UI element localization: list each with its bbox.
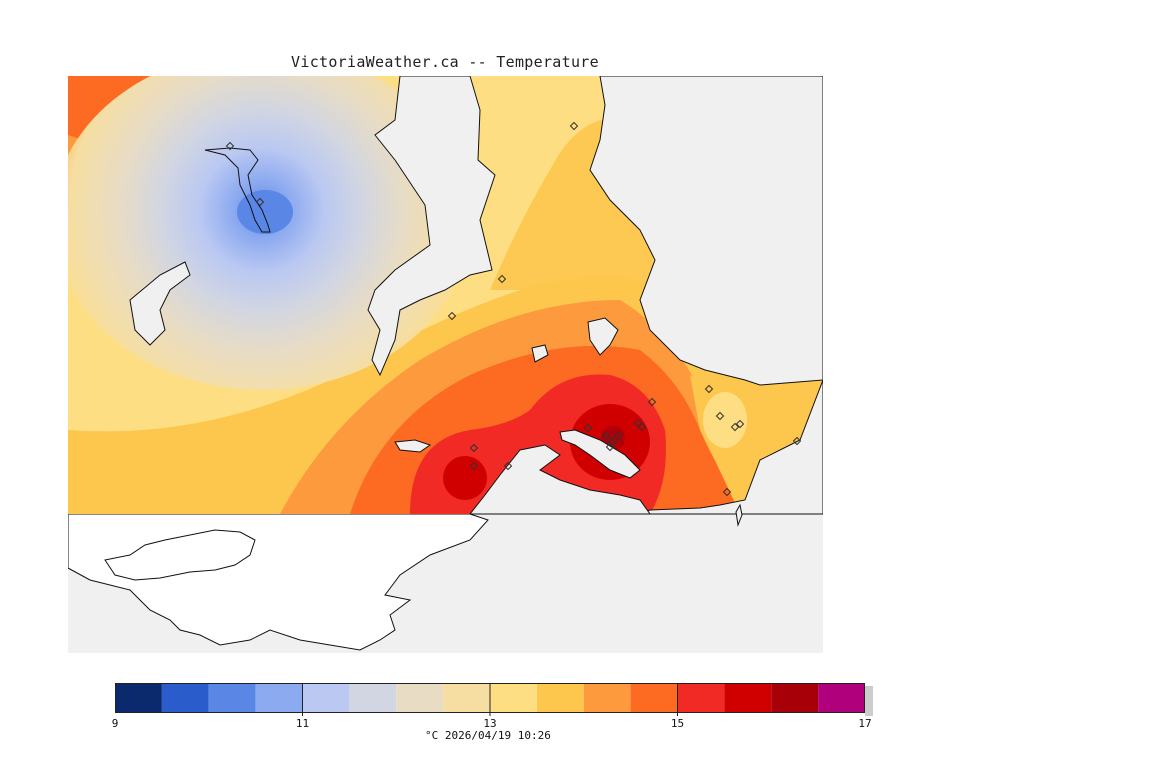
temperature-legend (115, 683, 873, 716)
legend-swatch (302, 683, 350, 713)
legend-caption: °C 2026/04/19 10:26 (425, 729, 551, 742)
station-marker[interactable] (583, 423, 593, 433)
station-marker[interactable] (569, 121, 579, 131)
legend-tick-label: 9 (111, 717, 119, 730)
station-marker[interactable] (633, 418, 643, 428)
legend-swatch (818, 683, 866, 713)
station-marker[interactable] (497, 274, 507, 284)
legend-swatch (396, 683, 444, 713)
legend-tick-label: 17 (858, 717, 872, 730)
legend-tick-label: 13 (483, 717, 497, 730)
station-marker[interactable] (792, 436, 802, 446)
legend-swatch (536, 683, 584, 713)
station-marker[interactable] (447, 311, 457, 321)
legend-swatch (724, 683, 772, 713)
legend-tick-label: 15 (670, 717, 685, 730)
northern-island (104, 529, 256, 581)
station-marker[interactable] (225, 141, 235, 151)
legend-swatch (630, 683, 678, 713)
station-marker[interactable] (605, 442, 615, 452)
station-marker[interactable] (735, 419, 745, 429)
station-marker[interactable] (715, 411, 725, 421)
station-marker[interactable] (730, 422, 740, 432)
temperature-map[interactable] (68, 76, 823, 653)
station-markers (225, 121, 802, 497)
station-marker[interactable] (469, 461, 479, 471)
legend-swatch (583, 683, 631, 713)
map-title: VictoriaWeather.ca -- Temperature (291, 53, 599, 71)
legend-swatch (208, 683, 256, 713)
legend-swatch (490, 683, 537, 713)
water-overlay (129, 76, 823, 527)
legend-swatch (115, 683, 162, 713)
legend-tick-label: 11 (295, 717, 310, 730)
station-marker[interactable] (503, 461, 513, 471)
station-marker[interactable] (637, 422, 647, 432)
legend-swatch (255, 683, 303, 713)
legend-swatch (443, 683, 491, 713)
legend-swatch (349, 683, 397, 713)
legend-swatch (161, 683, 209, 713)
legend-shadow (865, 686, 873, 716)
station-marker[interactable] (647, 397, 657, 407)
station-marker[interactable] (255, 197, 265, 207)
station-marker[interactable] (601, 431, 611, 441)
inlet-coastline (204, 147, 271, 233)
legend-swatch (677, 683, 725, 713)
station-marker[interactable] (469, 443, 479, 453)
station-marker[interactable] (704, 384, 714, 394)
legend-swatch (771, 683, 819, 713)
station-marker[interactable] (722, 487, 732, 497)
station-marker[interactable] (613, 431, 623, 441)
